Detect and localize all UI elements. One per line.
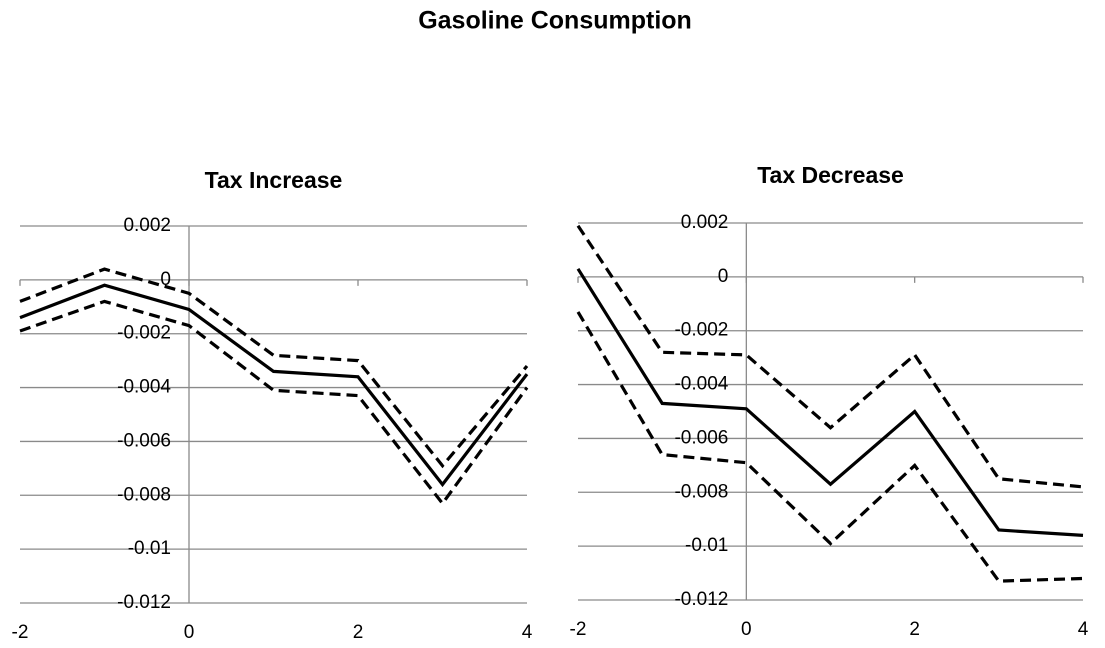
x-tick-label: 2 xyxy=(909,619,920,640)
figure-title: Gasoline Consumption xyxy=(418,7,692,35)
y-tick-label: -0.002 xyxy=(117,323,171,344)
data-line xyxy=(19,283,529,488)
y-tick-label: 0 xyxy=(718,266,729,287)
x-tick-label: -2 xyxy=(12,622,29,643)
x-tick-label: 0 xyxy=(184,622,195,643)
x-tick-label: 0 xyxy=(741,619,752,640)
y-tick-label: -0.012 xyxy=(117,592,171,613)
y-tick-label: -0.002 xyxy=(674,320,728,341)
chart-title: Tax Decrease xyxy=(757,162,904,188)
y-tick-label: 0.002 xyxy=(681,212,729,233)
chart-title: Tax Increase xyxy=(205,167,343,193)
data-line xyxy=(576,267,1084,537)
y-tick-label: -0.006 xyxy=(674,427,728,448)
x-tick-label: 2 xyxy=(353,622,364,643)
y-tick-label: -0.004 xyxy=(674,374,728,395)
y-tick-label: -0.004 xyxy=(117,377,171,398)
x-tick-label: 4 xyxy=(522,622,533,643)
y-tick-label: -0.006 xyxy=(117,430,171,451)
data-line xyxy=(19,267,529,469)
y-tick-label: -0.01 xyxy=(128,538,171,559)
y-tick-label: 0.002 xyxy=(123,215,171,236)
x-tick-label: 4 xyxy=(1078,619,1089,640)
data-line xyxy=(576,311,1084,583)
y-tick-label: 0 xyxy=(160,269,171,290)
y-tick-label: -0.01 xyxy=(685,535,728,556)
data-line xyxy=(576,224,1084,489)
data-line xyxy=(19,299,529,507)
x-tick-label: -2 xyxy=(570,619,587,640)
y-tick-label: -0.008 xyxy=(674,481,728,502)
y-tick-label: -0.008 xyxy=(117,484,171,505)
y-tick-label: -0.012 xyxy=(674,589,728,610)
